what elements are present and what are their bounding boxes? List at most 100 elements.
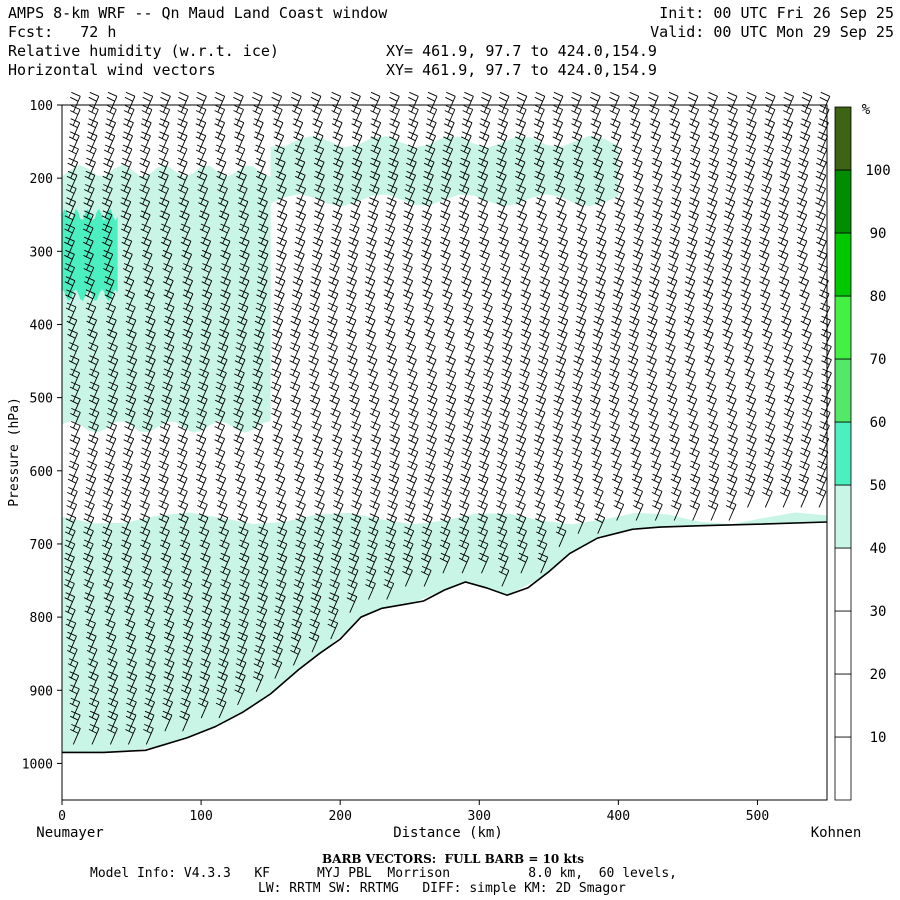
wind-barb-staff (312, 293, 321, 310)
wind-barb-flag (818, 263, 828, 268)
wind-barb-staff (107, 293, 116, 310)
wind-barb-flag (422, 294, 431, 300)
wind-barb-flag (706, 215, 715, 221)
wind-barb-flag (389, 394, 399, 400)
wind-barb-staff (427, 478, 435, 495)
wind-barb-flag (254, 649, 263, 655)
wind-barb-staff (203, 241, 212, 258)
wind-barb-staff (218, 372, 227, 390)
wind-barb-flag (445, 434, 455, 440)
wind-barb-flag (331, 565, 341, 571)
wind-barb-flag (369, 491, 379, 497)
wind-barb-flag (765, 368, 775, 374)
wind-barb-flag (106, 110, 115, 115)
wind-barb-staff (428, 451, 437, 469)
wind-barb-flag (290, 636, 300, 642)
wind-barb-flag (761, 197, 771, 203)
wind-barb-flag (384, 579, 394, 584)
wind-barb-flag (236, 671, 246, 677)
wind-barb-flag (348, 355, 358, 361)
wind-barb-flag (89, 368, 100, 374)
wind-barb-staff (255, 675, 264, 692)
wind-barb-staff (500, 227, 509, 245)
wind-barb-staff (536, 438, 545, 455)
wind-barb-flag (610, 421, 620, 426)
wind-barb-flag (239, 584, 248, 589)
wind-barb-flag (517, 399, 527, 405)
wind-barb-flag (163, 294, 172, 300)
wind-barb-staff (481, 557, 489, 574)
wind-barb-flag (290, 320, 299, 326)
wind-barb-flag (592, 131, 602, 137)
wind-barb-staff (238, 162, 247, 179)
wind-barb-staff (279, 543, 288, 561)
wind-barb-flag (237, 644, 247, 650)
wind-barb-flag (369, 381, 379, 387)
wind-barb-flag (439, 215, 449, 221)
wind-barb-flag (685, 276, 696, 282)
wind-barb-flag (239, 289, 249, 295)
wind-barb-flag (573, 175, 583, 181)
wind-barb-flag (164, 276, 174, 282)
wind-barb-flag (759, 281, 768, 287)
wind-barb-staff (350, 570, 359, 587)
wind-barb-staff (85, 227, 94, 245)
wind-barb-flag (670, 162, 680, 168)
wind-barb-flag (234, 407, 244, 413)
wind-barb-staff (406, 201, 415, 218)
wind-barb-flag (651, 241, 660, 247)
wind-barb-staff (462, 478, 471, 495)
wind-barb-flag (423, 184, 433, 189)
wind-barb-flag (271, 333, 281, 339)
wind-barb-flag (295, 202, 304, 208)
wind-barb-flag (516, 426, 525, 431)
wind-barb-flag (483, 302, 493, 308)
wind-barb-flag (106, 320, 115, 326)
wind-barb-flag (312, 579, 322, 584)
wind-barb-flag (479, 131, 490, 137)
wind-barb-flag (178, 184, 189, 189)
wind-barb-staff (667, 333, 676, 350)
wind-barb-staff (222, 227, 230, 245)
wind-barb-staff (724, 267, 733, 284)
wind-barb-staff (273, 372, 282, 390)
wind-barb-flag (254, 342, 264, 347)
wind-barb-flag (83, 531, 92, 537)
wind-barb-flag (277, 513, 287, 519)
wind-barb-flag (126, 360, 135, 366)
wind-barb-flag (70, 368, 80, 374)
wind-barb-flag (535, 202, 544, 208)
wind-barb-flag (141, 447, 151, 453)
wind-barb-flag (144, 373, 154, 379)
wind-barb-flag (313, 478, 323, 484)
wind-barb-flag (180, 241, 190, 247)
wind-barb-staff (222, 609, 231, 627)
wind-barb-flag (330, 579, 340, 584)
wind-barb-flag (652, 486, 663, 492)
wind-barb-staff (705, 306, 714, 324)
wind-barb-flag (799, 157, 809, 163)
wind-barb-flag (781, 302, 791, 308)
wind-barb-flag (103, 486, 114, 492)
wind-barb-flag (690, 118, 700, 124)
wind-barb-staff (463, 280, 472, 297)
wind-barb-staff (762, 214, 771, 231)
wind-barb-flag (107, 386, 117, 392)
wind-barb-column (495, 91, 513, 587)
wind-barb-flag (252, 373, 261, 379)
wind-barb-flag (593, 157, 603, 163)
wind-barb-flag (536, 197, 546, 203)
wind-barb-staff (673, 478, 682, 495)
wind-barb-flag (348, 579, 358, 584)
wind-barb-flag (592, 342, 603, 347)
wind-barb-flag (351, 149, 361, 155)
wind-barb-flag (820, 302, 830, 308)
wind-barb-flag (777, 228, 787, 234)
wind-barb-flag (461, 123, 471, 129)
wind-barb-staff (278, 491, 286, 508)
wind-barb-flag (384, 320, 393, 326)
wind-barb-flag (765, 381, 775, 387)
wind-barb-staff (822, 306, 831, 324)
wind-barb-flag (126, 689, 135, 695)
wind-barb-flag (516, 434, 526, 440)
